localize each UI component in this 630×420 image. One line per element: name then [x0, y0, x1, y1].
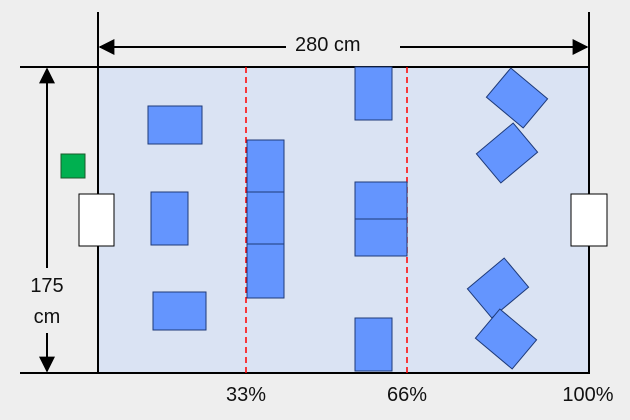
block-rotated: [466, 257, 530, 319]
block: [354, 66, 393, 121]
block-rotated: [485, 67, 549, 129]
block: [147, 105, 203, 145]
block-rotated: [475, 122, 539, 184]
right-goal: [570, 193, 608, 247]
green-marker: [60, 153, 86, 179]
block: [246, 139, 285, 193]
block: [152, 291, 207, 331]
divider-label-100: 100%: [562, 384, 614, 406]
block: [354, 218, 408, 257]
divider-label-33: 33%: [225, 384, 267, 406]
height-label-value: 175: [30, 275, 64, 297]
left-goal: [78, 193, 115, 247]
block: [246, 243, 285, 299]
block: [246, 191, 285, 245]
divider-label-66: 66%: [386, 384, 428, 406]
height-label-unit: cm: [33, 306, 61, 328]
block-rotated: [474, 308, 538, 370]
width-label: 280 cm: [295, 34, 361, 56]
block: [354, 181, 408, 220]
block: [150, 191, 189, 246]
block: [354, 317, 393, 372]
